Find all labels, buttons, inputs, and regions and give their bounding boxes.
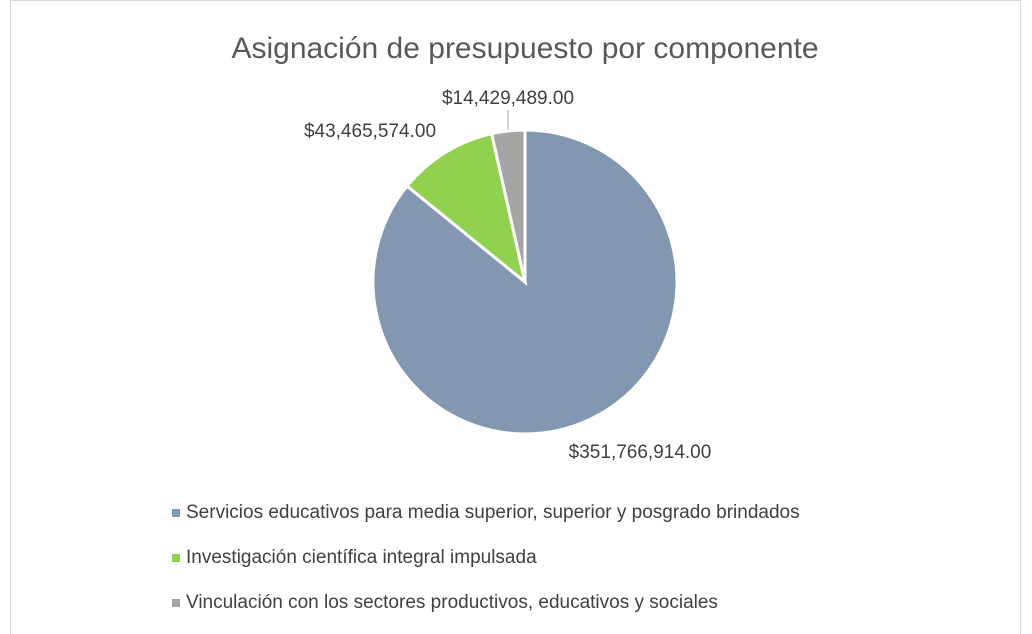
legend-label: Vinculación con los sectores productivos… [186,592,718,613]
data-label: $351,766,914.00 [569,442,712,463]
chart-title: Asignación de presupuesto por componente [231,32,818,65]
legend-label: Investigación científica integral impuls… [186,547,537,568]
legend-swatch [172,554,180,562]
pie-slice [371,128,679,436]
legend-label: Servicios educativos para media superior… [186,502,800,523]
data-label: $43,465,574.00 [304,121,436,142]
pie-slice [404,131,528,286]
pie-slice [489,128,527,283]
legend-swatch [172,599,180,607]
legend-swatch [172,509,180,517]
data-label: $14,429,489.00 [442,88,574,109]
